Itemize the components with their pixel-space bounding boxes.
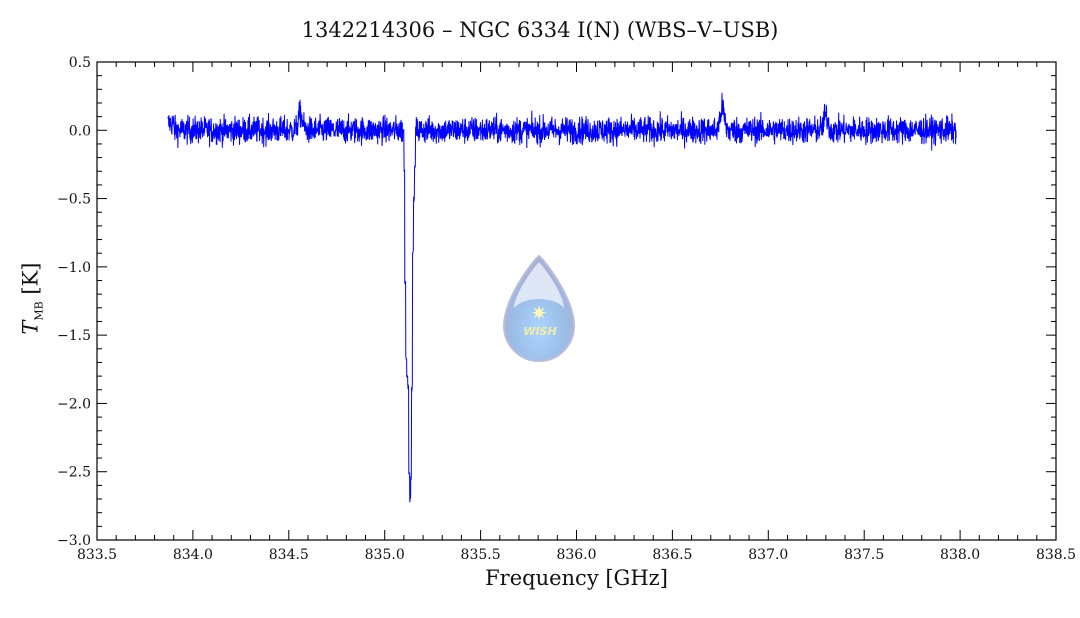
x-tick-label: 837.5 xyxy=(844,547,884,563)
y-tick-label: −3.0 xyxy=(57,533,91,549)
x-tick-label: 834.0 xyxy=(173,547,213,563)
y-tick-label: 0.0 xyxy=(69,123,91,139)
x-tick-label: 835.0 xyxy=(365,547,405,563)
x-tick-label: 837.0 xyxy=(748,547,788,563)
x-tick-label: 838.5 xyxy=(1036,547,1076,563)
wish-logo: ✷WISH xyxy=(502,254,576,362)
y-tick-label: −1.5 xyxy=(57,328,91,344)
x-tick-label: 833.5 xyxy=(77,547,117,563)
y-tick-label: −1.0 xyxy=(57,260,91,276)
drop-highlight xyxy=(514,262,564,308)
wish-logo-text: WISH xyxy=(523,325,556,338)
x-tick-label: 836.0 xyxy=(556,547,596,563)
x-tick-label: 835.5 xyxy=(461,547,501,563)
water-drop-icon xyxy=(502,254,576,362)
chart-title: 1342214306 – NGC 6334 I(N) (WBS–V–USB) xyxy=(301,18,779,42)
y-axis-label: TMB [K] xyxy=(18,229,45,369)
y-axis-label-unit: [K] xyxy=(18,262,43,295)
x-axis-label: Frequency [GHz] xyxy=(485,566,668,590)
y-tick-label: −2.0 xyxy=(57,396,91,412)
x-tick-label: 836.5 xyxy=(652,547,692,563)
x-tick-label: 834.5 xyxy=(269,547,309,563)
y-tick-label: −2.5 xyxy=(57,465,91,481)
star-icon: ✷ xyxy=(531,301,548,325)
y-tick-label: −0.5 xyxy=(57,192,91,208)
x-tick-label: 838.0 xyxy=(940,547,980,563)
y-axis-label-subscript: MB xyxy=(32,301,46,321)
y-tick-label: 0.5 xyxy=(69,55,91,71)
spectrum-line xyxy=(167,92,957,503)
y-axis-label-symbol: T xyxy=(18,320,43,335)
